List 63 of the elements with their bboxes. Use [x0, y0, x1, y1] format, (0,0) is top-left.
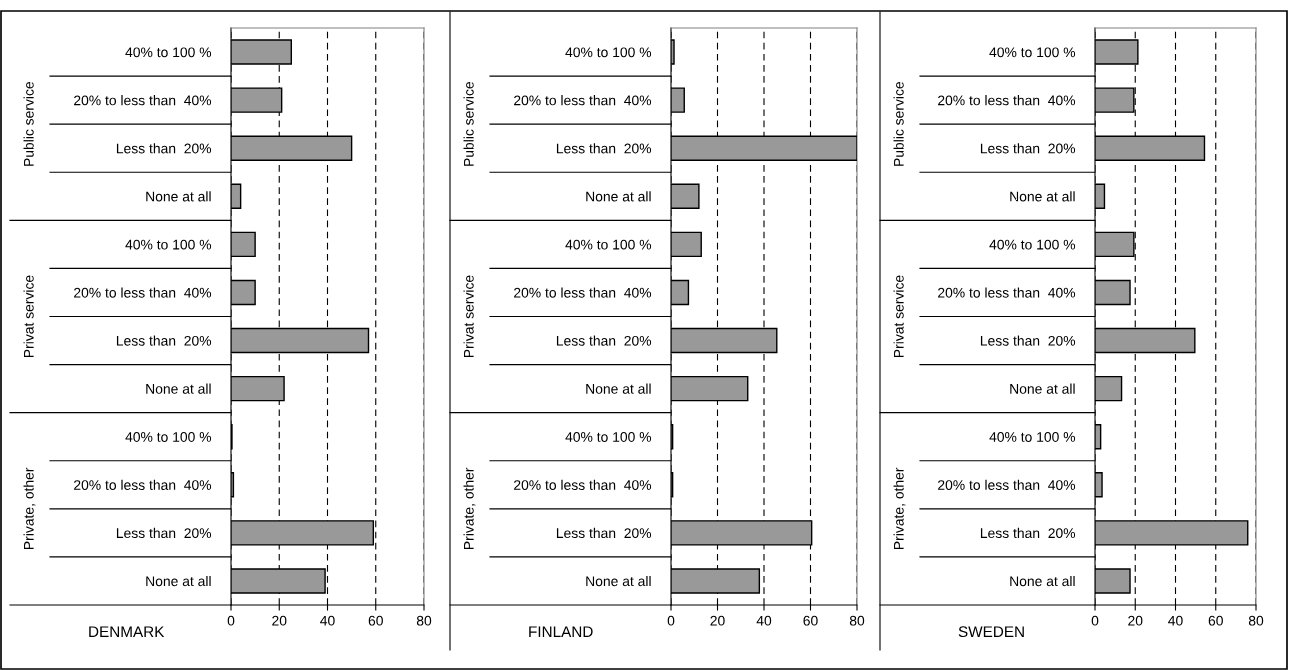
- text: Private, other: [23, 467, 36, 549]
- y-tick-label: 40% to 100 %: [989, 239, 1076, 250]
- text: Privat service: [893, 275, 904, 358]
- y-tick-label: Less than 20%: [980, 335, 1076, 346]
- y-tick-label: 20% to less than 40%: [74, 479, 212, 490]
- y-tick-label: None at all: [586, 383, 651, 394]
- text: Public service: [23, 81, 34, 166]
- y-tick-label: Less than 20%: [116, 143, 212, 154]
- x-tick-label: 40: [320, 615, 335, 626]
- text: Privat service: [463, 275, 474, 358]
- y-tick-label: 20% to less than 40%: [938, 287, 1076, 298]
- x-tick-label: 80: [1248, 615, 1264, 626]
- y-tick-label: None at all: [586, 575, 651, 587]
- y-tick-label: None at all: [586, 191, 651, 202]
- y-tick-label: 20% to less than 40%: [938, 95, 1076, 106]
- y-tick-label: 20% to less than 40%: [74, 287, 212, 298]
- y-tick-label: 40% to 100 %: [989, 47, 1076, 58]
- y-tick-label: None at all: [146, 191, 211, 202]
- y-tick-label: 40% to 100 %: [125, 47, 212, 58]
- y-tick-label: 40% to 100 %: [565, 432, 652, 442]
- x-tick-label: 0: [667, 615, 675, 626]
- x-tick-label: 60: [1208, 615, 1223, 626]
- y-tick-label: 20% to less than 40%: [938, 479, 1076, 490]
- text: SWEDEN: [958, 626, 1024, 638]
- y-tick-label: Less than 20%: [116, 527, 212, 539]
- text: Private, other: [463, 467, 476, 549]
- text: Public service: [463, 81, 474, 166]
- x-tick-label: 0: [227, 615, 235, 626]
- y-tick-label: None at all: [146, 575, 211, 587]
- text: Privat service: [23, 275, 34, 358]
- x-tick-label: 80: [849, 615, 865, 626]
- y-tick-label: 40% to 100 %: [125, 239, 212, 250]
- y-tick-label: 20% to less than 40%: [514, 479, 652, 490]
- y-tick-label: Less than 20%: [980, 527, 1076, 539]
- text: Private, other: [893, 467, 906, 549]
- x-tick-label: 20: [1128, 615, 1143, 626]
- x-tick-label: 60: [368, 615, 383, 626]
- y-tick-label: 40% to 100 %: [565, 47, 652, 58]
- y-tick-label: None at all: [1010, 575, 1075, 587]
- y-tick-label: Less than 20%: [556, 527, 652, 539]
- x-tick-label: 80: [416, 615, 432, 626]
- x-tick-label: 40: [1168, 615, 1183, 626]
- x-tick-label: 60: [803, 615, 818, 626]
- x-tick-label: 40: [756, 615, 772, 626]
- y-tick-label: 40% to 100 %: [125, 432, 212, 442]
- x-tick-label: 20: [272, 615, 287, 626]
- y-tick-label: 20% to less than 40%: [514, 95, 652, 106]
- y-tick-label: 20% to less than 40%: [514, 287, 652, 298]
- y-tick-label: 40% to 100 %: [989, 432, 1076, 442]
- x-tick-label: 20: [710, 615, 725, 626]
- y-tick-label: None at all: [1010, 191, 1075, 202]
- y-tick-label: 20% to less than 40%: [74, 95, 212, 106]
- text: DENMARK: [89, 626, 165, 637]
- y-tick-label: Less than 20%: [556, 335, 652, 346]
- y-tick-label: Less than 20%: [116, 335, 212, 346]
- y-tick-label: None at all: [146, 383, 211, 394]
- x-tick-label: 0: [1091, 615, 1099, 626]
- y-tick-label: Less than 20%: [556, 143, 652, 154]
- y-tick-label: None at all: [1010, 383, 1075, 394]
- text: Public service: [893, 81, 904, 166]
- y-tick-label: Less than 20%: [980, 143, 1076, 154]
- y-tick-label: 40% to 100 %: [565, 239, 652, 250]
- text: FINLAND: [529, 626, 593, 637]
